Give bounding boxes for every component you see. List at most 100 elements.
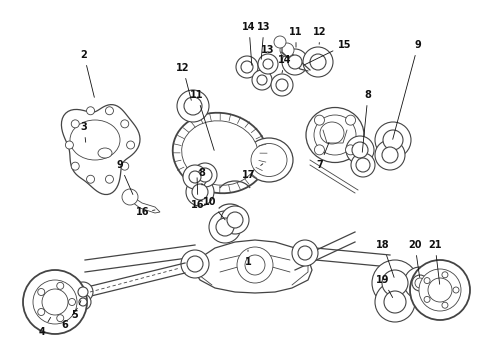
Circle shape xyxy=(69,298,75,306)
Circle shape xyxy=(193,163,217,187)
Polygon shape xyxy=(195,240,312,293)
Circle shape xyxy=(245,255,265,275)
Circle shape xyxy=(372,260,418,306)
Circle shape xyxy=(57,315,64,322)
Circle shape xyxy=(412,275,428,291)
Circle shape xyxy=(276,79,288,91)
Circle shape xyxy=(384,291,406,313)
Circle shape xyxy=(87,175,95,183)
Text: 15: 15 xyxy=(304,40,352,65)
Circle shape xyxy=(453,287,459,293)
Circle shape xyxy=(375,140,405,170)
Circle shape xyxy=(241,61,253,73)
Circle shape xyxy=(383,130,403,150)
Text: 16: 16 xyxy=(136,207,155,217)
Circle shape xyxy=(288,55,302,69)
Circle shape xyxy=(42,289,68,315)
Circle shape xyxy=(38,288,45,296)
Circle shape xyxy=(209,211,241,243)
Circle shape xyxy=(79,298,87,306)
Text: 1: 1 xyxy=(245,250,251,267)
Polygon shape xyxy=(130,197,160,213)
Text: 19: 19 xyxy=(376,275,392,298)
Circle shape xyxy=(221,206,249,234)
Circle shape xyxy=(382,270,408,296)
Circle shape xyxy=(410,260,470,320)
Circle shape xyxy=(237,247,273,283)
Circle shape xyxy=(315,145,324,155)
Circle shape xyxy=(126,141,135,149)
Circle shape xyxy=(345,115,356,125)
Ellipse shape xyxy=(314,115,356,155)
Circle shape xyxy=(442,302,448,308)
Text: 8: 8 xyxy=(198,168,205,185)
Circle shape xyxy=(258,54,278,74)
Circle shape xyxy=(424,278,430,284)
Circle shape xyxy=(274,36,286,48)
Ellipse shape xyxy=(98,148,112,158)
Ellipse shape xyxy=(172,113,267,193)
Circle shape xyxy=(375,282,415,322)
Circle shape xyxy=(236,56,258,78)
Circle shape xyxy=(57,282,64,289)
Text: 8: 8 xyxy=(362,90,371,152)
Circle shape xyxy=(186,178,214,206)
Circle shape xyxy=(121,162,129,170)
Circle shape xyxy=(105,175,114,183)
Circle shape xyxy=(105,107,114,115)
Circle shape xyxy=(263,59,273,69)
Text: 3: 3 xyxy=(81,122,87,142)
Circle shape xyxy=(227,212,243,228)
Circle shape xyxy=(65,141,74,149)
Circle shape xyxy=(404,267,436,299)
Circle shape xyxy=(428,278,452,302)
Ellipse shape xyxy=(245,138,293,182)
Circle shape xyxy=(183,165,207,189)
Text: 13: 13 xyxy=(261,45,275,55)
Circle shape xyxy=(71,162,79,170)
Circle shape xyxy=(352,142,368,158)
Circle shape xyxy=(271,74,293,96)
Circle shape xyxy=(198,168,212,182)
Circle shape xyxy=(292,240,318,266)
Ellipse shape xyxy=(70,120,120,160)
Circle shape xyxy=(23,270,87,334)
Text: 13: 13 xyxy=(257,22,271,59)
Text: 6: 6 xyxy=(62,308,77,330)
Text: 10: 10 xyxy=(203,197,225,220)
Text: 9: 9 xyxy=(117,160,133,194)
Circle shape xyxy=(351,153,375,177)
Circle shape xyxy=(189,171,201,183)
Circle shape xyxy=(345,145,356,155)
Ellipse shape xyxy=(182,121,258,185)
Text: 11: 11 xyxy=(190,90,214,150)
Text: 11: 11 xyxy=(289,27,303,47)
Circle shape xyxy=(280,43,294,57)
Circle shape xyxy=(121,120,129,128)
Text: 21: 21 xyxy=(428,240,442,284)
Circle shape xyxy=(442,272,448,278)
Circle shape xyxy=(71,120,79,128)
Text: 2: 2 xyxy=(81,50,95,97)
Text: 9: 9 xyxy=(392,40,421,139)
Text: 7: 7 xyxy=(317,143,329,170)
Text: 5: 5 xyxy=(72,301,81,320)
Text: 18: 18 xyxy=(376,240,394,277)
Text: 16: 16 xyxy=(191,178,205,210)
Circle shape xyxy=(375,122,411,158)
Circle shape xyxy=(298,246,312,260)
Circle shape xyxy=(282,49,308,75)
Circle shape xyxy=(346,136,374,164)
Circle shape xyxy=(192,184,208,200)
Circle shape xyxy=(382,147,398,163)
Circle shape xyxy=(424,296,430,302)
Text: 4: 4 xyxy=(39,318,50,337)
Circle shape xyxy=(73,282,93,302)
Circle shape xyxy=(257,75,267,85)
Text: 12: 12 xyxy=(313,27,327,44)
Text: 14: 14 xyxy=(278,55,292,73)
Ellipse shape xyxy=(320,122,344,144)
Circle shape xyxy=(187,256,203,272)
Circle shape xyxy=(184,97,202,115)
Polygon shape xyxy=(61,105,140,194)
